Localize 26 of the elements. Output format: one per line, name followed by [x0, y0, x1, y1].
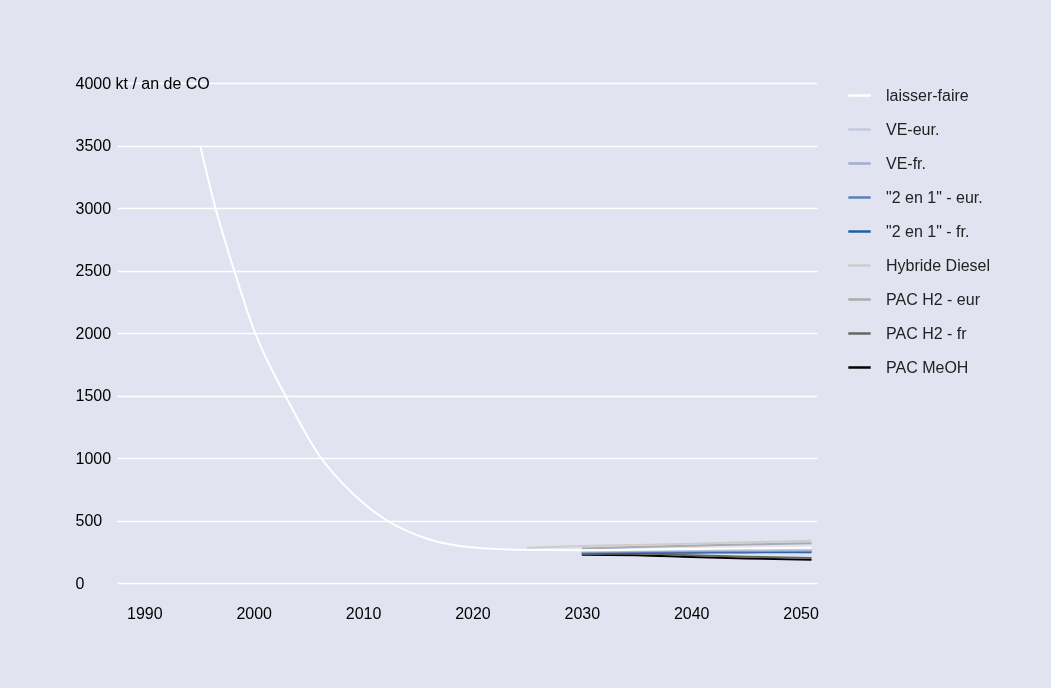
legend-label: laisser-faire [886, 86, 969, 104]
legend-label: "2 en 1" - fr. [886, 222, 970, 240]
x-tick-label: 2040 [673, 604, 710, 622]
x-tick-label: 2050 [783, 604, 819, 622]
legend-label: VE-fr. [886, 154, 927, 172]
y-tick-label: 2500 [75, 262, 112, 279]
legend-label: "2 en 1" - eur. [886, 188, 983, 206]
y-axis-title: kt / an de CO [115, 74, 210, 92]
y-tick-label: 1000 [75, 449, 112, 467]
x-tick-label: 2020 [455, 604, 491, 622]
legend-label: Hybride Diesel [886, 256, 991, 274]
y-tick-label: 0 [75, 574, 85, 592]
x-tick-label: 2000 [236, 604, 273, 622]
y-tick-label: 2000 [75, 324, 112, 342]
x-tick-label: 1990 [127, 604, 163, 622]
x-tick-label: 2030 [564, 604, 601, 622]
x-tick-label: 2010 [345, 604, 382, 622]
y-tick-label: 3500 [75, 137, 112, 154]
legend-label: PAC MeOH [886, 358, 969, 376]
legend-label: PAC H2 - eur [886, 290, 981, 308]
y-tick-label: 500 [75, 512, 103, 529]
legend-label: VE-eur. [886, 120, 940, 138]
y-tick-label: 3000 [75, 199, 112, 217]
legend-label: PAC H2 - fr [886, 324, 968, 342]
y-tick-label: 4000 [75, 74, 112, 92]
y-tick-label: 1500 [75, 387, 112, 404]
